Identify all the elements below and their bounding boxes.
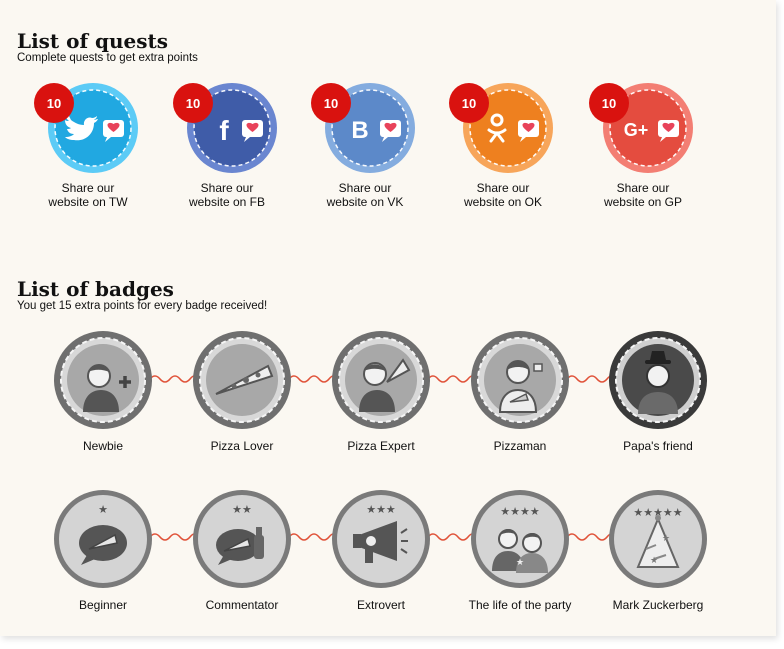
quest-label: Share our website on FB <box>188 181 266 209</box>
stars-icon: ★★★★ <box>500 506 540 518</box>
quest-label: Share our website on GP <box>603 181 683 209</box>
quest-label: Share our website on TW <box>48 181 128 209</box>
svg-text:★: ★ <box>662 533 670 543</box>
badge-medal <box>332 331 430 429</box>
badge-label: Commentator <box>205 598 279 612</box>
odnoklassniki-icon <box>487 113 507 143</box>
badge-connector <box>289 533 335 541</box>
badge-life-of-the-party[interactable]: ★★★★ ★ The life of the party <box>445 489 595 612</box>
badge-label: Pizzaman <box>493 439 547 453</box>
badge-label: The life of the party <box>468 598 572 612</box>
badge-label: Pizza Expert <box>347 439 415 453</box>
badge-connector <box>150 533 196 541</box>
badge-beginner[interactable]: ★ Beginner <box>28 489 178 612</box>
gp-quest-icon: G+ 10 <box>589 83 693 173</box>
quest-facebook[interactable]: f 10 Share our website on FB <box>152 82 302 209</box>
badge-pizza-expert[interactable]: Pizza Expert <box>306 330 456 453</box>
quests-subtitle: Complete quests to get extra points <box>17 52 198 64</box>
facebook-icon: f <box>219 115 229 146</box>
hat-person-icon <box>638 351 678 414</box>
badge-medal <box>54 331 152 429</box>
facebook-quest-icon: f 10 <box>173 83 277 173</box>
quest-label: Share our website on VK <box>326 181 404 209</box>
badge-medal <box>471 331 569 429</box>
points-badge: 10 <box>47 96 61 111</box>
badge-medal: ★★★★★ ★ ★ <box>609 490 707 588</box>
badge-mark-zuckerberg[interactable]: ★★★★★ ★ ★ Mark Zuckerberg <box>583 489 733 612</box>
points-badge: 10 <box>602 96 616 111</box>
badge-connector <box>567 375 613 383</box>
person-plus-icon <box>83 364 131 412</box>
party-hat-icon: ★ ★ <box>636 515 680 568</box>
badge-medal: ★★★ <box>332 490 430 588</box>
points-badge: 10 <box>324 96 338 111</box>
badge-medal: ★★★★ ★ <box>471 490 569 588</box>
points-badge: 10 <box>186 96 200 111</box>
badge-label: Mark Zuckerberg <box>612 598 704 612</box>
badge-connector <box>428 375 474 383</box>
stars-icon: ★★★ <box>366 504 396 516</box>
quest-vk[interactable]: B 10 Share our website on VK <box>290 82 440 209</box>
badges-subtitle: You get 15 extra points for every badge … <box>17 300 268 312</box>
badge-label: Extrovert <box>356 598 405 612</box>
stars-icon: ★★★★★ <box>633 507 682 519</box>
quest-google-plus[interactable]: G+ 10 Share our website on GP <box>568 82 718 209</box>
ok-quest-icon: 10 <box>449 83 553 173</box>
badge-pizzaman[interactable]: Pizzaman <box>445 330 595 453</box>
party-people-icon: ★ <box>492 529 548 573</box>
badge-label: Papa's friend <box>623 439 693 453</box>
svg-text:★: ★ <box>650 555 658 565</box>
quests-title: List of quests <box>17 29 169 53</box>
badge-commentator[interactable]: ★★ Commentator <box>167 489 317 612</box>
rewards-panel: List of quests Complete quests to get ex… <box>0 0 776 636</box>
pizza-slice-icon <box>215 364 274 395</box>
badge-medal <box>193 331 291 429</box>
vk-quest-icon: B 10 <box>311 83 415 173</box>
badge-connector <box>567 533 613 541</box>
badge-medal: ★★ <box>193 490 291 588</box>
quest-odnoklassniki[interactable]: 10 Share our website on OK <box>428 82 578 209</box>
points-badge: 10 <box>462 96 476 111</box>
stars-icon: ★★ <box>232 504 252 516</box>
badge-connector <box>428 533 474 541</box>
person-pizza-icon <box>359 358 411 412</box>
google-plus-icon: G+ <box>624 120 649 140</box>
twitter-icon <box>65 112 98 141</box>
badge-pizza-lover[interactable]: Pizza Lover <box>167 330 317 453</box>
badge-medal: ★ <box>54 490 152 588</box>
star-icon: ★ <box>98 504 108 516</box>
speech-bubble-bottle-icon <box>216 527 264 565</box>
quest-label: Share our website on OK <box>463 181 543 209</box>
badge-connector <box>150 375 196 383</box>
speech-bubble-pizza-icon <box>79 525 127 565</box>
badge-papas-friend[interactable]: Papa's friend <box>583 330 733 453</box>
vk-icon: B <box>351 117 368 144</box>
quest-twitter[interactable]: 10 Share our website on TW <box>13 82 163 209</box>
badge-label: Newbie <box>82 439 124 453</box>
badge-medal <box>609 331 707 429</box>
badge-label: Beginner <box>78 598 128 612</box>
badge-label: Pizza Lover <box>210 439 274 453</box>
megaphone-icon <box>353 521 408 563</box>
badge-extrovert[interactable]: ★★★ Extrovert <box>306 489 456 612</box>
badges-title: List of badges <box>17 277 174 301</box>
badge-newbie[interactable]: Newbie <box>28 330 178 453</box>
twitter-quest-icon: 10 <box>34 83 138 173</box>
svg-text:★: ★ <box>516 557 524 567</box>
pizzaman-icon <box>498 360 543 413</box>
badge-connector <box>289 375 335 383</box>
